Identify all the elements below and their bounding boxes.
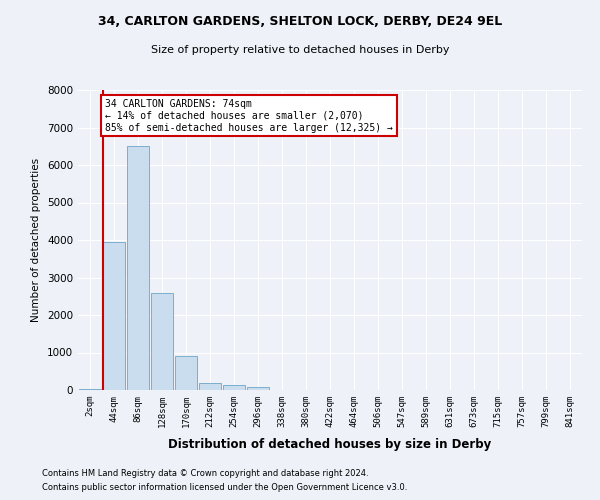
- Bar: [223, 385, 245, 390]
- X-axis label: Distribution of detached houses by size in Derby: Distribution of detached houses by size …: [169, 438, 491, 451]
- Text: 34, CARLTON GARDENS, SHELTON LOCK, DERBY, DE24 9EL: 34, CARLTON GARDENS, SHELTON LOCK, DERBY…: [98, 15, 502, 28]
- Text: Size of property relative to detached houses in Derby: Size of property relative to detached ho…: [151, 45, 449, 55]
- Bar: [127, 146, 149, 390]
- Text: Contains public sector information licensed under the Open Government Licence v3: Contains public sector information licen…: [42, 484, 407, 492]
- Y-axis label: Number of detached properties: Number of detached properties: [31, 158, 41, 322]
- Text: Contains HM Land Registry data © Crown copyright and database right 2024.: Contains HM Land Registry data © Crown c…: [42, 468, 368, 477]
- Bar: [247, 387, 269, 390]
- Bar: [151, 292, 173, 390]
- Bar: [175, 356, 197, 390]
- Bar: [103, 242, 125, 390]
- Bar: [199, 382, 221, 390]
- Text: 34 CARLTON GARDENS: 74sqm
← 14% of detached houses are smaller (2,070)
85% of se: 34 CARLTON GARDENS: 74sqm ← 14% of detac…: [105, 100, 393, 132]
- Bar: [79, 389, 101, 390]
